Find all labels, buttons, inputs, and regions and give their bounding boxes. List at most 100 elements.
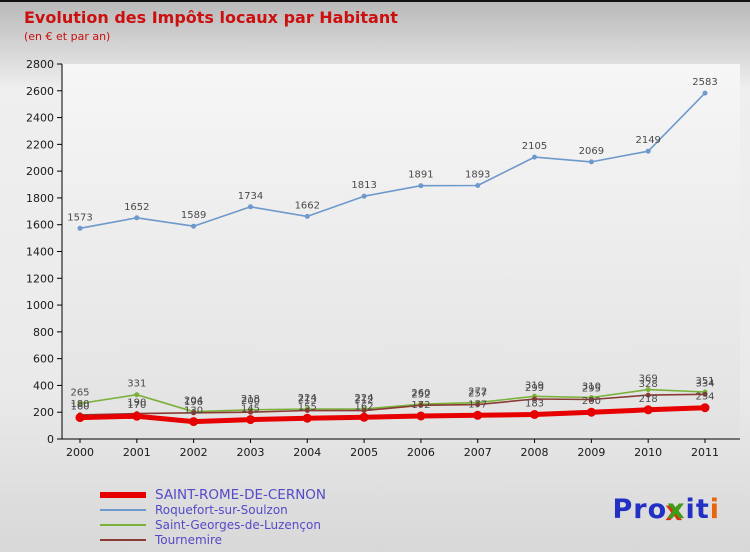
legend-swatch xyxy=(100,524,146,526)
data-point xyxy=(361,408,367,414)
data-label: 272 xyxy=(468,387,487,398)
logo-letter: x xyxy=(667,494,686,525)
data-label: 234 xyxy=(695,392,714,403)
x-tick-label: 2011 xyxy=(691,446,719,459)
y-tick-label: 1800 xyxy=(26,192,54,205)
x-tick-label: 2008 xyxy=(521,446,549,459)
x-tick-label: 2007 xyxy=(464,446,492,459)
data-label: 183 xyxy=(525,399,544,410)
data-label: 1652 xyxy=(124,202,149,213)
data-point xyxy=(702,90,708,96)
data-label: 212 xyxy=(355,395,374,406)
data-point xyxy=(645,387,651,393)
data-point xyxy=(304,213,310,219)
data-point xyxy=(134,215,140,221)
data-point xyxy=(643,405,653,415)
proxiti-logo: Proxiti xyxy=(612,494,720,525)
x-tick-label: 2004 xyxy=(293,446,321,459)
legend-swatch xyxy=(100,509,146,511)
legend-item-tournemire: Tournemire xyxy=(100,533,326,547)
page-title: Evolution des Impôts locaux par Habitant xyxy=(24,8,398,27)
y-tick-label: 2800 xyxy=(26,58,54,71)
legend-item-saint-rome: SAINT-ROME-DE-CERNON xyxy=(100,487,327,503)
data-label: 295 xyxy=(582,384,601,395)
data-label: 2069 xyxy=(579,146,604,157)
data-point xyxy=(475,183,481,188)
data-label: 369 xyxy=(639,374,658,385)
data-point xyxy=(77,401,83,406)
y-tick-label: 2400 xyxy=(26,112,54,125)
data-label: 170 xyxy=(127,400,146,411)
data-point xyxy=(532,154,537,160)
data-label: 224 xyxy=(355,393,374,404)
data-point xyxy=(586,407,596,417)
data-point xyxy=(361,193,367,199)
logo-letter: i xyxy=(709,494,720,525)
data-label: 331 xyxy=(127,379,146,390)
data-point xyxy=(248,409,253,415)
data-point xyxy=(700,403,710,413)
data-label: 260 xyxy=(411,388,430,399)
legend-item-roquefort: Roquefort-sur-Soulzon xyxy=(100,503,326,517)
data-label: 160 xyxy=(70,402,89,413)
y-tick-label: 1400 xyxy=(26,246,54,259)
y-tick-label: 800 xyxy=(33,326,54,339)
series-line-SAINT-ROME-DE-CERNON xyxy=(77,405,708,425)
data-point xyxy=(418,402,424,408)
x-tick-label: 2006 xyxy=(407,446,435,459)
data-label: 1589 xyxy=(181,210,206,221)
data-label: 328 xyxy=(639,379,658,390)
data-label: 2105 xyxy=(522,141,547,152)
data-point xyxy=(645,148,651,154)
data-point xyxy=(532,396,537,402)
data-label: 1734 xyxy=(238,191,263,202)
legend-item-saint-georges: Saint-Georges-de-Luzençon xyxy=(100,518,326,532)
data-point xyxy=(77,225,83,231)
data-label: 319 xyxy=(525,380,544,391)
legend-swatch xyxy=(100,539,146,541)
y-tick-label: 1000 xyxy=(26,299,54,312)
x-tick-label: 2005 xyxy=(350,446,378,459)
legend-label: Saint-Georges-de-Luzençon xyxy=(155,518,321,532)
series-line-Tournemire xyxy=(79,393,706,416)
data-point xyxy=(134,392,140,398)
y-tick-label: 2600 xyxy=(26,85,54,98)
legend-label: SAINT-ROME-DE-CERNON xyxy=(155,487,327,503)
data-label: 200 xyxy=(582,396,601,407)
data-label: 155 xyxy=(298,402,317,413)
y-tick-label: 1200 xyxy=(26,272,54,285)
data-point xyxy=(475,402,481,408)
data-point xyxy=(645,392,651,398)
y-tick-label: 200 xyxy=(33,406,54,419)
data-point xyxy=(248,204,253,210)
y-tick-label: 2200 xyxy=(26,138,54,151)
data-point xyxy=(302,413,312,423)
y-tick-label: 2000 xyxy=(26,165,54,178)
data-point xyxy=(132,411,142,421)
line-chart: 0 200 400 600 800 1000 1200 1400 1600 1800 2000 220… xyxy=(26,58,740,459)
data-label: 334 xyxy=(695,378,714,389)
data-label: 310 xyxy=(582,382,601,393)
data-point xyxy=(189,417,199,427)
data-point xyxy=(191,410,197,416)
data-point xyxy=(418,183,424,189)
data-label: 177 xyxy=(468,399,487,410)
x-tick-label: 2003 xyxy=(236,446,264,459)
data-label: 257 xyxy=(468,389,487,400)
data-label: 130 xyxy=(184,406,203,417)
data-point xyxy=(702,391,708,397)
data-point xyxy=(304,408,310,413)
data-label: 351 xyxy=(695,376,714,387)
data-label: 2583 xyxy=(692,77,717,88)
y-tick-label: 0 xyxy=(47,433,54,446)
x-tick-label: 2010 xyxy=(634,446,662,459)
logo-letter: i xyxy=(685,494,696,525)
data-label: 162 xyxy=(355,401,374,412)
data-label: 172 xyxy=(411,400,430,411)
data-point xyxy=(191,223,197,229)
data-label: 299 xyxy=(525,383,544,394)
data-label: 224 xyxy=(298,393,317,404)
data-label: 1662 xyxy=(295,200,320,211)
legend-label: Tournemire xyxy=(155,533,223,547)
